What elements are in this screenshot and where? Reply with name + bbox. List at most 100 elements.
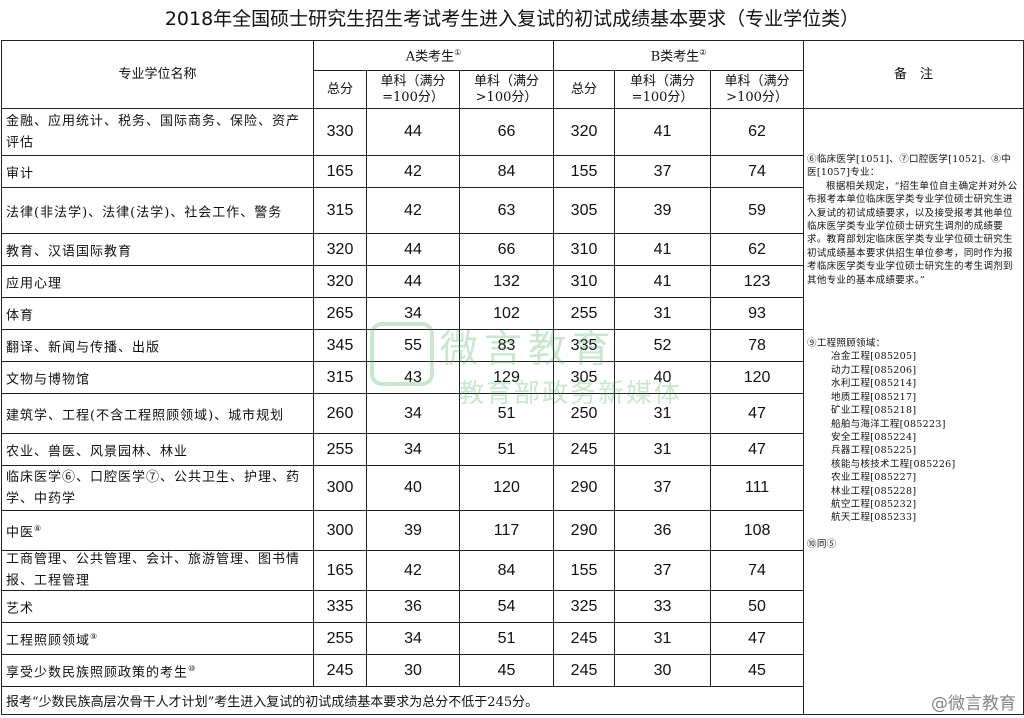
score-a-single-over100: 45: [458, 654, 555, 687]
score-a-total: 320: [313, 233, 367, 266]
score-a-single-over100: 51: [458, 433, 555, 466]
score-a-single-over100: 117: [458, 510, 555, 551]
remark-note2-head: ⑨工程照顾领域：: [807, 338, 886, 350]
header-a-single-over100: 单科（满分>100分）: [458, 70, 555, 109]
score-b-single100: 40: [614, 361, 712, 394]
score-a-total: 300: [313, 510, 367, 551]
score-b-single-over100: 123: [710, 265, 805, 298]
score-b-single100: 36: [614, 510, 712, 551]
header-a: A类考生①: [312, 40, 555, 71]
score-a-single100: 55: [366, 329, 460, 362]
table-row: 工商管理、公共管理、会计、旅游管理、图书情报、工程管理 165 42 84 155 37 7…: [1, 550, 1024, 591]
table-row: 文物与博物馆 315 43 129 305 40 120: [1, 361, 1024, 394]
score-b-total: 310: [553, 233, 616, 266]
table-row: 农业、兽医、风景园林、林业 255 34 51 245 31 47: [1, 433, 1024, 466]
score-a-total: 300: [313, 465, 367, 511]
table-row: 翻译、新闻与传播、出版 345 55 83 335 52 78: [1, 329, 1024, 362]
remark-field-item: 航空工程[085232]: [831, 498, 917, 510]
table-row: 体育 265 34 102 255 31 93: [1, 297, 1024, 330]
remark-field-item: 林业工程[085228]: [831, 485, 917, 497]
score-a-total: 335: [313, 590, 367, 623]
score-b-single-over100: 93: [710, 297, 805, 330]
header-b-single100: 单科（满分=100分）: [614, 70, 712, 109]
score-b-single-over100: 50: [710, 590, 805, 623]
table-row: 应用心理 320 44 132 310 41 123: [1, 265, 1024, 298]
footer-note: 报考“少数民族高层次骨干人才计划”考生进入复试的初试成绩基本要求为总分不低于24…: [0, 686, 805, 715]
remark-field-item: 兵器工程[085225]: [831, 445, 917, 457]
remark-field-item: 农业工程[085227]: [831, 472, 917, 484]
score-b-single-over100: 111: [710, 465, 805, 511]
remark-note1-body: 根据相关规定，“招生单位自主确定并对外公布报考本单位临床医学类专业学位硕士研究生…: [807, 180, 1018, 286]
score-b-single100: 33: [614, 590, 712, 623]
header-remarks: 备 注: [803, 40, 1024, 109]
degree-name: 艺术: [1, 590, 314, 623]
degree-name: 中医⑧: [1, 510, 314, 551]
score-a-total: 255: [313, 622, 367, 655]
score-b-single-over100: 74: [710, 550, 805, 591]
score-b-total: 255: [553, 297, 616, 330]
table-row: 金融、应用统计、税务、国际商务、保险、资产评估 330 44 66 320 41 62 ⑥临…: [1, 108, 1024, 715]
table-row: 法律(非法学)、法律(法学)、社会工作、警务 315 42 63 305 39 59: [1, 187, 1024, 234]
score-b-single100: 41: [614, 108, 712, 156]
score-b-single100: 31: [614, 433, 712, 466]
score-table: 专业学位名称 A类考生① B类考生② 备 注 总分 单科（满分=100分） 单科…: [0, 40, 1024, 715]
remarks-cell: ⑥临床医学[1051]、⑦口腔医学[1052]、⑧中医[1057]专业： 根据相…: [803, 108, 1024, 715]
score-a-total: 265: [313, 297, 367, 330]
score-a-single-over100: 66: [458, 233, 555, 266]
score-a-single-over100: 54: [458, 590, 555, 623]
score-b-single-over100: 120: [710, 361, 805, 394]
score-a-single100: 34: [366, 433, 460, 466]
header-a-single100: 单科（满分=100分）: [366, 70, 460, 109]
score-b-single100: 31: [614, 393, 712, 434]
score-b-single100: 39: [614, 187, 712, 234]
score-b-total: 310: [553, 265, 616, 298]
score-b-single-over100: 59: [710, 187, 805, 234]
score-b-single-over100: 62: [710, 108, 805, 156]
score-a-single100: 44: [366, 108, 460, 156]
score-b-single-over100: 47: [710, 433, 805, 466]
table-row: 教育、汉语国际教育 320 44 66 310 41 62: [1, 233, 1024, 266]
remark-field-item: 航天工程[085233]: [831, 512, 917, 524]
score-a-single100: 40: [366, 465, 460, 511]
score-b-total: 250: [553, 393, 616, 434]
remark-field-item: 安全工程[085224]: [831, 431, 917, 443]
remark-field-item: 船舶与海洋工程[085223]: [831, 418, 946, 430]
header-b-total: 总分: [553, 70, 616, 109]
degree-name: 体育: [1, 297, 314, 330]
score-a-single100: 30: [366, 654, 460, 687]
score-a-total: 315: [313, 187, 367, 234]
remark-field-item: 动力工程[085206]: [831, 364, 917, 376]
score-b-total: 155: [553, 550, 616, 591]
score-b-total: 305: [553, 361, 616, 394]
score-b-single100: 31: [614, 297, 712, 330]
degree-name: 农业、兽医、风景园林、林业: [1, 433, 314, 466]
score-a-total: 320: [313, 265, 367, 298]
score-a-single100: 42: [366, 187, 460, 234]
score-b-single100: 37: [614, 465, 712, 511]
score-b-total: 305: [553, 187, 616, 234]
score-a-single100: 44: [366, 265, 460, 298]
score-a-single100: 34: [366, 622, 460, 655]
degree-name: 临床医学⑥、口腔医学⑦、公共卫生、护理、药学、中药学: [1, 465, 314, 511]
score-b-total: 290: [553, 465, 616, 511]
score-a-single-over100: 63: [458, 187, 555, 234]
score-a-single100: 43: [366, 361, 460, 394]
score-b-total: 245: [553, 654, 616, 687]
degree-name: 教育、汉语国际教育: [1, 233, 314, 266]
score-b-single100: 52: [614, 329, 712, 362]
score-a-single-over100: 132: [458, 265, 555, 298]
table-row: 临床医学⑥、口腔医学⑦、公共卫生、护理、药学、中药学 300 40 120 290 37 1…: [1, 465, 1024, 511]
score-b-single-over100: 108: [710, 510, 805, 551]
degree-name: 法律(非法学)、法律(法学)、社会工作、警务: [1, 187, 314, 234]
degree-name: 文物与博物馆: [1, 361, 314, 394]
degree-name: 应用心理: [1, 265, 314, 298]
degree-name: 工商管理、公共管理、会计、旅游管理、图书情报、工程管理: [1, 550, 314, 591]
table-row: 建筑学、工程(不含工程照顾领域)、城市规划 260 34 51 250 31 47: [1, 393, 1024, 434]
score-a-single-over100: 84: [458, 550, 555, 591]
score-a-single100: 36: [366, 590, 460, 623]
degree-name: 享受少数民族照顾政策的考生⑩: [1, 654, 314, 687]
table-row: 工程照顾领域⑨ 255 34 51 245 31 47: [1, 622, 1024, 655]
score-a-total: 260: [313, 393, 367, 434]
table-row: 艺术 335 36 54 325 33 50: [1, 590, 1024, 623]
score-b-total: 325: [553, 590, 616, 623]
